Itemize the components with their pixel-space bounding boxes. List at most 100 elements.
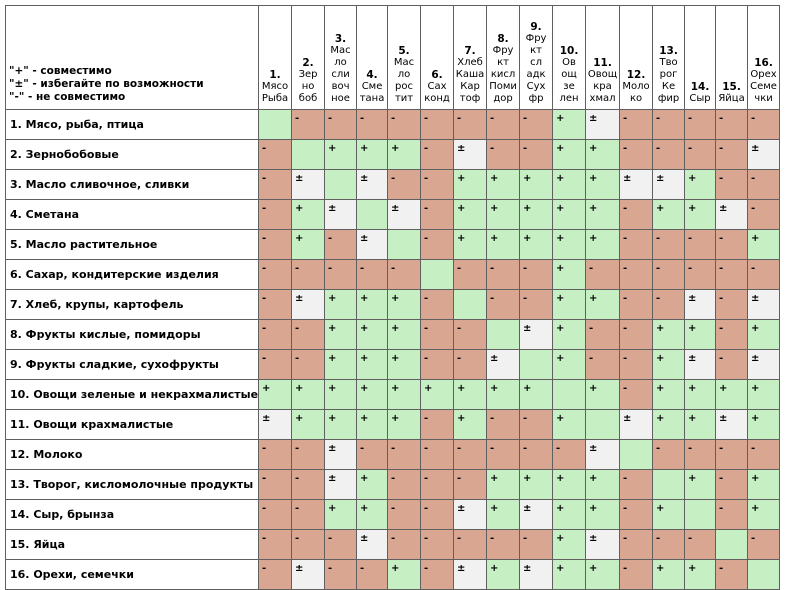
compatibility-cell: - — [291, 469, 326, 500]
table-row: 15. Яйца - - - ± - - - - - + ± - - - - — [4, 529, 781, 560]
compatibility-cell: - — [619, 199, 654, 230]
compatibility-cell: + — [519, 379, 554, 410]
compatibility-cell: - — [324, 559, 358, 590]
column-number: 5. — [398, 45, 410, 57]
compatibility-cell: + — [324, 289, 358, 320]
self-cell — [291, 139, 326, 170]
compatibility-cell: - — [619, 259, 654, 290]
column-name: Овощ кра хмал — [587, 69, 618, 104]
compatibility-cell: + — [486, 199, 521, 230]
compatibility-cell: - — [420, 289, 455, 320]
food-compatibility-table: "+" - совместимо "±" - избегайте по возм… — [4, 5, 781, 590]
compatibility-cell: + — [453, 379, 488, 410]
compatibility-cell: ± — [291, 559, 326, 590]
compatibility-cell: - — [453, 109, 488, 140]
compatibility-cell: - — [258, 499, 293, 530]
column-header: 16. Орех Семе чки — [747, 5, 781, 110]
compatibility-cell: + — [486, 169, 521, 200]
compatibility-cell: ± — [356, 229, 389, 260]
self-cell — [715, 529, 749, 560]
compatibility-cell: ± — [684, 289, 717, 320]
compatibility-cell: + — [552, 559, 587, 590]
compatibility-cell: + — [652, 379, 686, 410]
compatibility-cell: ± — [585, 529, 621, 560]
table-row: 2. Зернобобовые - + + + - ± - - + + - - - - ± — [4, 139, 781, 170]
compatibility-cell: - — [387, 439, 422, 470]
compatibility-cell: - — [715, 169, 749, 200]
compatibility-cell: + — [387, 409, 422, 440]
self-cell — [356, 199, 389, 230]
compatibility-cell: + — [585, 229, 621, 260]
compatibility-cell: + — [585, 559, 621, 590]
compatibility-cell: - — [387, 469, 422, 500]
table-row: 11. Овощи крахмалистые ± + + + + - + - - + ± + + ± + — [4, 409, 781, 440]
compatibility-cell: + — [486, 469, 521, 500]
column-name: Хлеб Каша Кар тоф — [455, 57, 485, 104]
self-cell — [420, 259, 455, 290]
legend-avoid: "±" - избегайте по возможности — [9, 78, 204, 90]
compatibility-cell: ± — [453, 139, 488, 170]
compatibility-cell: + — [552, 349, 587, 380]
compatibility-cell: - — [747, 259, 781, 290]
compatibility-cell: + — [652, 319, 686, 350]
compatibility-cell: ± — [585, 109, 621, 140]
compatibility-cell: ± — [715, 409, 749, 440]
compatibility-cell: - — [387, 259, 422, 290]
column-name: Мясо Рыба — [261, 81, 289, 104]
compatibility-cell: - — [619, 499, 654, 530]
compatibility-cell: ± — [291, 169, 326, 200]
compatibility-cell: - — [619, 529, 654, 560]
column-header: 7. Хлеб Каша Кар тоф — [453, 5, 488, 110]
compatibility-cell: - — [453, 529, 488, 560]
compatibility-cell: + — [356, 499, 389, 530]
column-name: Орех Семе чки — [750, 69, 777, 104]
compatibility-cell: - — [258, 439, 293, 470]
compatibility-cell: ± — [291, 289, 326, 320]
column-header: 9. Фру кт сл адк Сух фр — [519, 5, 554, 110]
column-header: 13. Тво рог Ке фир — [652, 5, 686, 110]
compatibility-cell: - — [356, 559, 389, 590]
compatibility-cell: + — [552, 529, 587, 560]
compatibility-cell: - — [585, 259, 621, 290]
compatibility-cell: + — [552, 469, 587, 500]
row-label: 11. Овощи крахмалистые — [4, 409, 260, 440]
column-header: 1. Мясо Рыба — [258, 5, 293, 110]
compatibility-cell: - — [453, 259, 488, 290]
column-name: Фру кт сл адк Сух фр — [525, 33, 547, 104]
column-name: Ов ощ зе лен — [559, 57, 579, 104]
compatibility-cell: + — [652, 199, 686, 230]
compatibility-cell: + — [453, 409, 488, 440]
compatibility-cell: + — [420, 379, 455, 410]
legend-plus: "+" - совместимо — [9, 65, 112, 77]
compatibility-cell: - — [420, 439, 455, 470]
compatibility-cell: + — [324, 379, 358, 410]
self-cell — [552, 379, 587, 410]
column-name: Сах конд — [424, 81, 450, 104]
self-cell — [453, 289, 488, 320]
compatibility-cell: ± — [519, 559, 554, 590]
table-row: 13. Творог, кисломолочные продукты - - ± + - -… — [4, 469, 781, 500]
compatibility-cell: + — [747, 379, 781, 410]
column-header: 2. Зер но боб — [291, 5, 326, 110]
compatibility-cell: - — [715, 499, 749, 530]
compatibility-cell: - — [324, 259, 358, 290]
compatibility-cell: - — [387, 109, 422, 140]
compatibility-cell: - — [486, 259, 521, 290]
compatibility-cell: ± — [258, 409, 293, 440]
compatibility-cell: ± — [453, 559, 488, 590]
column-name: Мас ло сли воч ное — [330, 45, 351, 104]
column-number: 9. — [530, 21, 542, 33]
row-label: 8. Фрукты кислые, помидоры — [4, 319, 260, 350]
self-cell — [585, 409, 621, 440]
compatibility-cell: + — [356, 319, 389, 350]
compatibility-cell: - — [684, 229, 717, 260]
table-row: 14. Сыр, брынза - - + + - - ± + ± + + - + - + — [4, 499, 781, 530]
compatibility-cell: - — [619, 139, 654, 170]
row-label: 13. Творог, кисломолочные продукты — [4, 469, 260, 500]
table-row: 7. Хлеб, крупы, картофель - ± + + + - - - + + - - ± - ± — [4, 289, 781, 320]
compatibility-cell: + — [684, 319, 717, 350]
column-number: 15. — [722, 81, 741, 93]
compatibility-cell: + — [453, 169, 488, 200]
column-name: Зер но боб — [298, 69, 318, 104]
compatibility-cell: - — [258, 169, 293, 200]
